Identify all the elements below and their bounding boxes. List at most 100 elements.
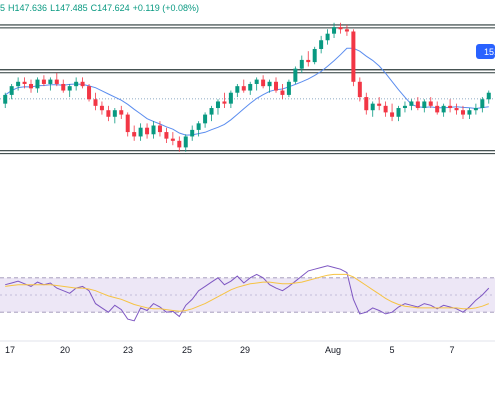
- candle: [254, 77, 259, 91]
- candle-body: [441, 105, 446, 113]
- candle: [486, 90, 491, 104]
- candle-body: [54, 79, 59, 84]
- candle: [241, 79, 246, 93]
- candle-body: [138, 127, 143, 137]
- candle: [3, 92, 8, 109]
- ohlc-prefix: 5: [0, 3, 6, 13]
- price-pane: [0, 22, 495, 155]
- candle-body: [415, 101, 420, 109]
- candle-body: [299, 59, 304, 69]
- candle: [248, 81, 253, 95]
- candle-body: [228, 92, 233, 104]
- candle: [48, 77, 53, 91]
- price-badge-bg: [476, 44, 495, 59]
- candle-body: [325, 33, 330, 41]
- candle-body: [473, 108, 478, 111]
- candle: [74, 77, 79, 91]
- candle: [332, 22, 337, 39]
- candle-body: [215, 101, 220, 109]
- ohlc-high: H147.636: [8, 3, 48, 13]
- candle-body: [157, 125, 162, 133]
- candle: [351, 29, 356, 87]
- x-tick-label: 17: [5, 345, 15, 355]
- candle-body: [241, 86, 246, 91]
- candle-body: [402, 105, 407, 109]
- candle-body: [99, 105, 104, 111]
- candle-body: [312, 48, 317, 63]
- candle: [383, 101, 388, 117]
- x-tick-label: 5: [389, 345, 394, 355]
- candle-body: [357, 81, 362, 98]
- candle: [460, 105, 465, 119]
- candle: [16, 77, 21, 91]
- candle: [415, 97, 420, 111]
- candle: [67, 83, 72, 98]
- candle-body: [3, 94, 8, 104]
- candle-body: [377, 103, 382, 106]
- candle: [435, 101, 440, 115]
- candle-body: [351, 31, 356, 82]
- rsi-ma-line: [5, 273, 489, 312]
- candle: [215, 99, 220, 115]
- candle: [196, 121, 201, 137]
- price-badge: 151: [476, 44, 495, 59]
- candle: [119, 105, 124, 119]
- candle-body: [151, 125, 156, 135]
- candle: [396, 105, 401, 122]
- candle-body: [486, 92, 491, 100]
- candle-body: [196, 123, 201, 130]
- x-tick-label: 29: [240, 345, 250, 355]
- candle: [177, 136, 182, 152]
- candle-body: [248, 83, 253, 91]
- candle: [338, 22, 343, 34]
- candle-body: [164, 132, 169, 139]
- candle: [441, 103, 446, 117]
- candle: [157, 121, 162, 137]
- candle: [286, 79, 291, 98]
- candle-body: [396, 108, 401, 117]
- candle: [428, 97, 433, 109]
- candle: [325, 29, 330, 45]
- candle: [203, 112, 208, 128]
- candle-body: [235, 86, 240, 93]
- candle-body: [48, 79, 53, 84]
- candle-body: [106, 110, 111, 117]
- candle-body: [338, 27, 343, 30]
- candle-body: [254, 79, 259, 84]
- candle: [261, 75, 266, 89]
- candle-body: [280, 90, 285, 95]
- ohlc-change: +0.119 (+0.08%): [132, 3, 200, 13]
- candle-body: [222, 101, 227, 104]
- candle: [61, 79, 66, 93]
- candle: [22, 77, 27, 89]
- candle: [235, 83, 240, 98]
- candle: [274, 77, 279, 93]
- candle: [209, 105, 214, 122]
- candle-body: [93, 99, 98, 106]
- candle-body: [132, 132, 137, 137]
- candle: [228, 90, 233, 109]
- price-badge-label: 151: [484, 47, 495, 57]
- candle-body: [454, 108, 459, 111]
- candle: [293, 66, 298, 84]
- candle: [280, 83, 285, 100]
- candle-body: [29, 83, 34, 89]
- candle: [145, 123, 150, 139]
- candle: [370, 101, 375, 117]
- candle: [377, 97, 382, 111]
- ohlc-low: L147.485: [50, 3, 88, 13]
- rsi-band: [0, 277, 495, 313]
- x-tick-label: 20: [60, 345, 70, 355]
- candle-body: [460, 110, 465, 115]
- candle: [54, 73, 59, 87]
- candle: [402, 101, 407, 113]
- candle: [319, 35, 324, 54]
- candle: [132, 125, 137, 141]
- candle-body: [344, 29, 349, 32]
- candle-body: [35, 79, 40, 89]
- candle-body: [177, 140, 182, 148]
- candle: [106, 105, 111, 122]
- candle-body: [409, 101, 414, 106]
